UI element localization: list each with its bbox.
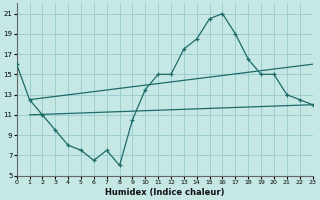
X-axis label: Humidex (Indice chaleur): Humidex (Indice chaleur) xyxy=(105,188,224,197)
